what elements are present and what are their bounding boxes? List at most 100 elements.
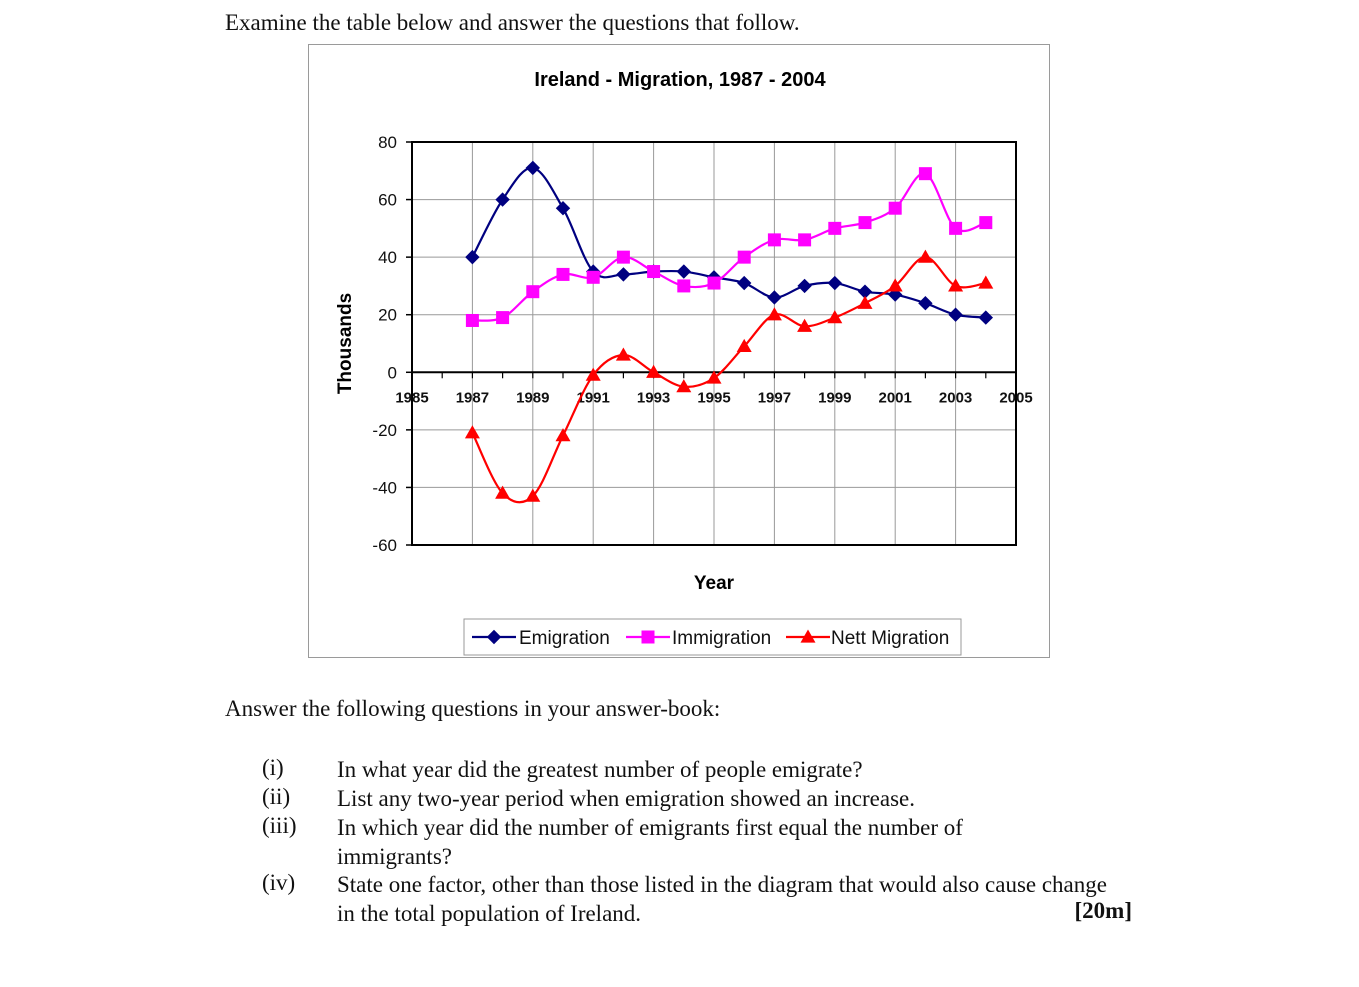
legend-item: Emigration: [472, 628, 610, 649]
data-point: [948, 278, 964, 292]
data-point: [737, 250, 751, 264]
data-point: [676, 379, 692, 393]
question-text: In which year did the number of emigrant…: [337, 815, 963, 869]
data-point: [978, 310, 994, 325]
question-number: (iii): [262, 813, 297, 838]
data-point: [495, 192, 510, 207]
plot-area: [411, 141, 1017, 546]
series-nett-migration: [464, 249, 994, 504]
x-tick-label: 1999: [818, 389, 851, 406]
data-point: [797, 318, 813, 332]
y-axis-title: Thousands: [335, 293, 356, 394]
data-point: [555, 201, 571, 216]
series-immigration: [465, 167, 993, 327]
migration-line-chart: Ireland - Migration, 1987 - 2004 80 60 40 2…: [335, 69, 1033, 656]
data-point: [555, 428, 571, 442]
chart-title: Ireland - Migration, 1987 - 2004: [534, 69, 826, 91]
legend-box: [463, 618, 962, 656]
data-point: [464, 425, 480, 439]
data-point: [647, 265, 661, 279]
data-point: [888, 201, 902, 215]
x-tick-label: 1997: [758, 389, 791, 406]
series-emigration: [465, 160, 994, 325]
data-point: [949, 221, 963, 235]
question-text: In what year did the greatest number of …: [337, 757, 863, 782]
question-number: (iv): [262, 870, 296, 895]
y-tick-label: 40: [378, 248, 397, 267]
legend-label: Nett Migration: [831, 628, 949, 649]
legend-item: Nett Migration: [786, 628, 949, 649]
data-point: [948, 307, 963, 322]
data-point: [525, 488, 541, 502]
data-point: [797, 278, 812, 294]
y-tick-label: 60: [378, 191, 397, 210]
data-point: [526, 285, 540, 299]
legend-label: Emigration: [519, 628, 610, 649]
x-tick-label: 1985: [395, 389, 428, 406]
data-point: [978, 275, 994, 289]
axes: 80 60 40 20 0 -20 -40 -60 1985 1987 1989 1991 1993 19…: [372, 133, 1032, 555]
x-tick-label: 2003: [939, 389, 972, 406]
y-tick-label: -20: [372, 421, 397, 440]
data-point: [465, 249, 480, 265]
data-point: [677, 279, 691, 293]
data-point: [486, 629, 502, 645]
data-point: [641, 630, 655, 644]
x-tick-label: 1993: [637, 389, 670, 406]
series-lines: [464, 160, 994, 504]
data-point: [857, 295, 873, 309]
series-line: [471, 256, 986, 504]
data-point: [465, 313, 479, 327]
data-point: [525, 160, 541, 176]
legend: Emigration Immigration Nett Migration: [463, 618, 962, 656]
data-point: [798, 233, 812, 247]
x-tick-label: 2001: [879, 389, 912, 406]
data-point: [707, 276, 721, 290]
data-point: [646, 364, 662, 378]
y-tick-label: 20: [378, 306, 397, 325]
intro-text: Examine the table below and answer the q…: [225, 10, 800, 35]
data-point: [496, 311, 510, 325]
data-point: [615, 347, 631, 361]
question-text: State one factor, other than those liste…: [337, 872, 1107, 926]
y-tick-label: -60: [372, 536, 397, 555]
data-point: [767, 233, 781, 247]
data-point: [918, 295, 933, 311]
data-point: [828, 221, 842, 235]
data-point: [918, 167, 932, 181]
y-tick-label: 0: [388, 363, 397, 382]
answer-heading: Answer the following questions in your a…: [225, 696, 721, 721]
x-tick-label: 2005: [999, 389, 1032, 406]
x-tick-label: 1987: [456, 389, 489, 406]
data-point: [827, 275, 843, 291]
x-tick-label: 1995: [697, 389, 730, 406]
data-point: [676, 264, 692, 279]
data-point: [586, 270, 600, 284]
data-point: [800, 629, 816, 643]
legend-item: Immigration: [626, 628, 771, 649]
x-axis-title: Year: [694, 573, 735, 594]
y-tick-label: -40: [372, 478, 397, 497]
data-point: [706, 370, 722, 384]
data-point: [616, 250, 630, 264]
x-tick-label: 1989: [516, 389, 549, 406]
marks-label: [20m]: [1074, 898, 1132, 923]
question-number: (i): [262, 755, 284, 780]
data-point: [585, 367, 601, 381]
data-point: [827, 310, 843, 324]
data-point: [917, 249, 933, 263]
data-point: [979, 216, 993, 230]
data-point: [736, 338, 752, 353]
data-point: [495, 485, 511, 499]
chart-frame: Ireland - Migration, 1987 - 2004 80 60 40 2…: [308, 44, 1050, 658]
x-tick-label: 1991: [577, 389, 610, 406]
data-point: [736, 275, 752, 291]
data-point: [766, 307, 782, 321]
data-point: [887, 278, 903, 292]
data-point: [767, 290, 782, 305]
question-text: List any two-year period when emigration…: [337, 786, 915, 811]
data-point: [556, 267, 570, 281]
data-point: [858, 216, 872, 230]
data-point: [616, 267, 631, 282]
y-tick-label: 80: [378, 133, 397, 152]
